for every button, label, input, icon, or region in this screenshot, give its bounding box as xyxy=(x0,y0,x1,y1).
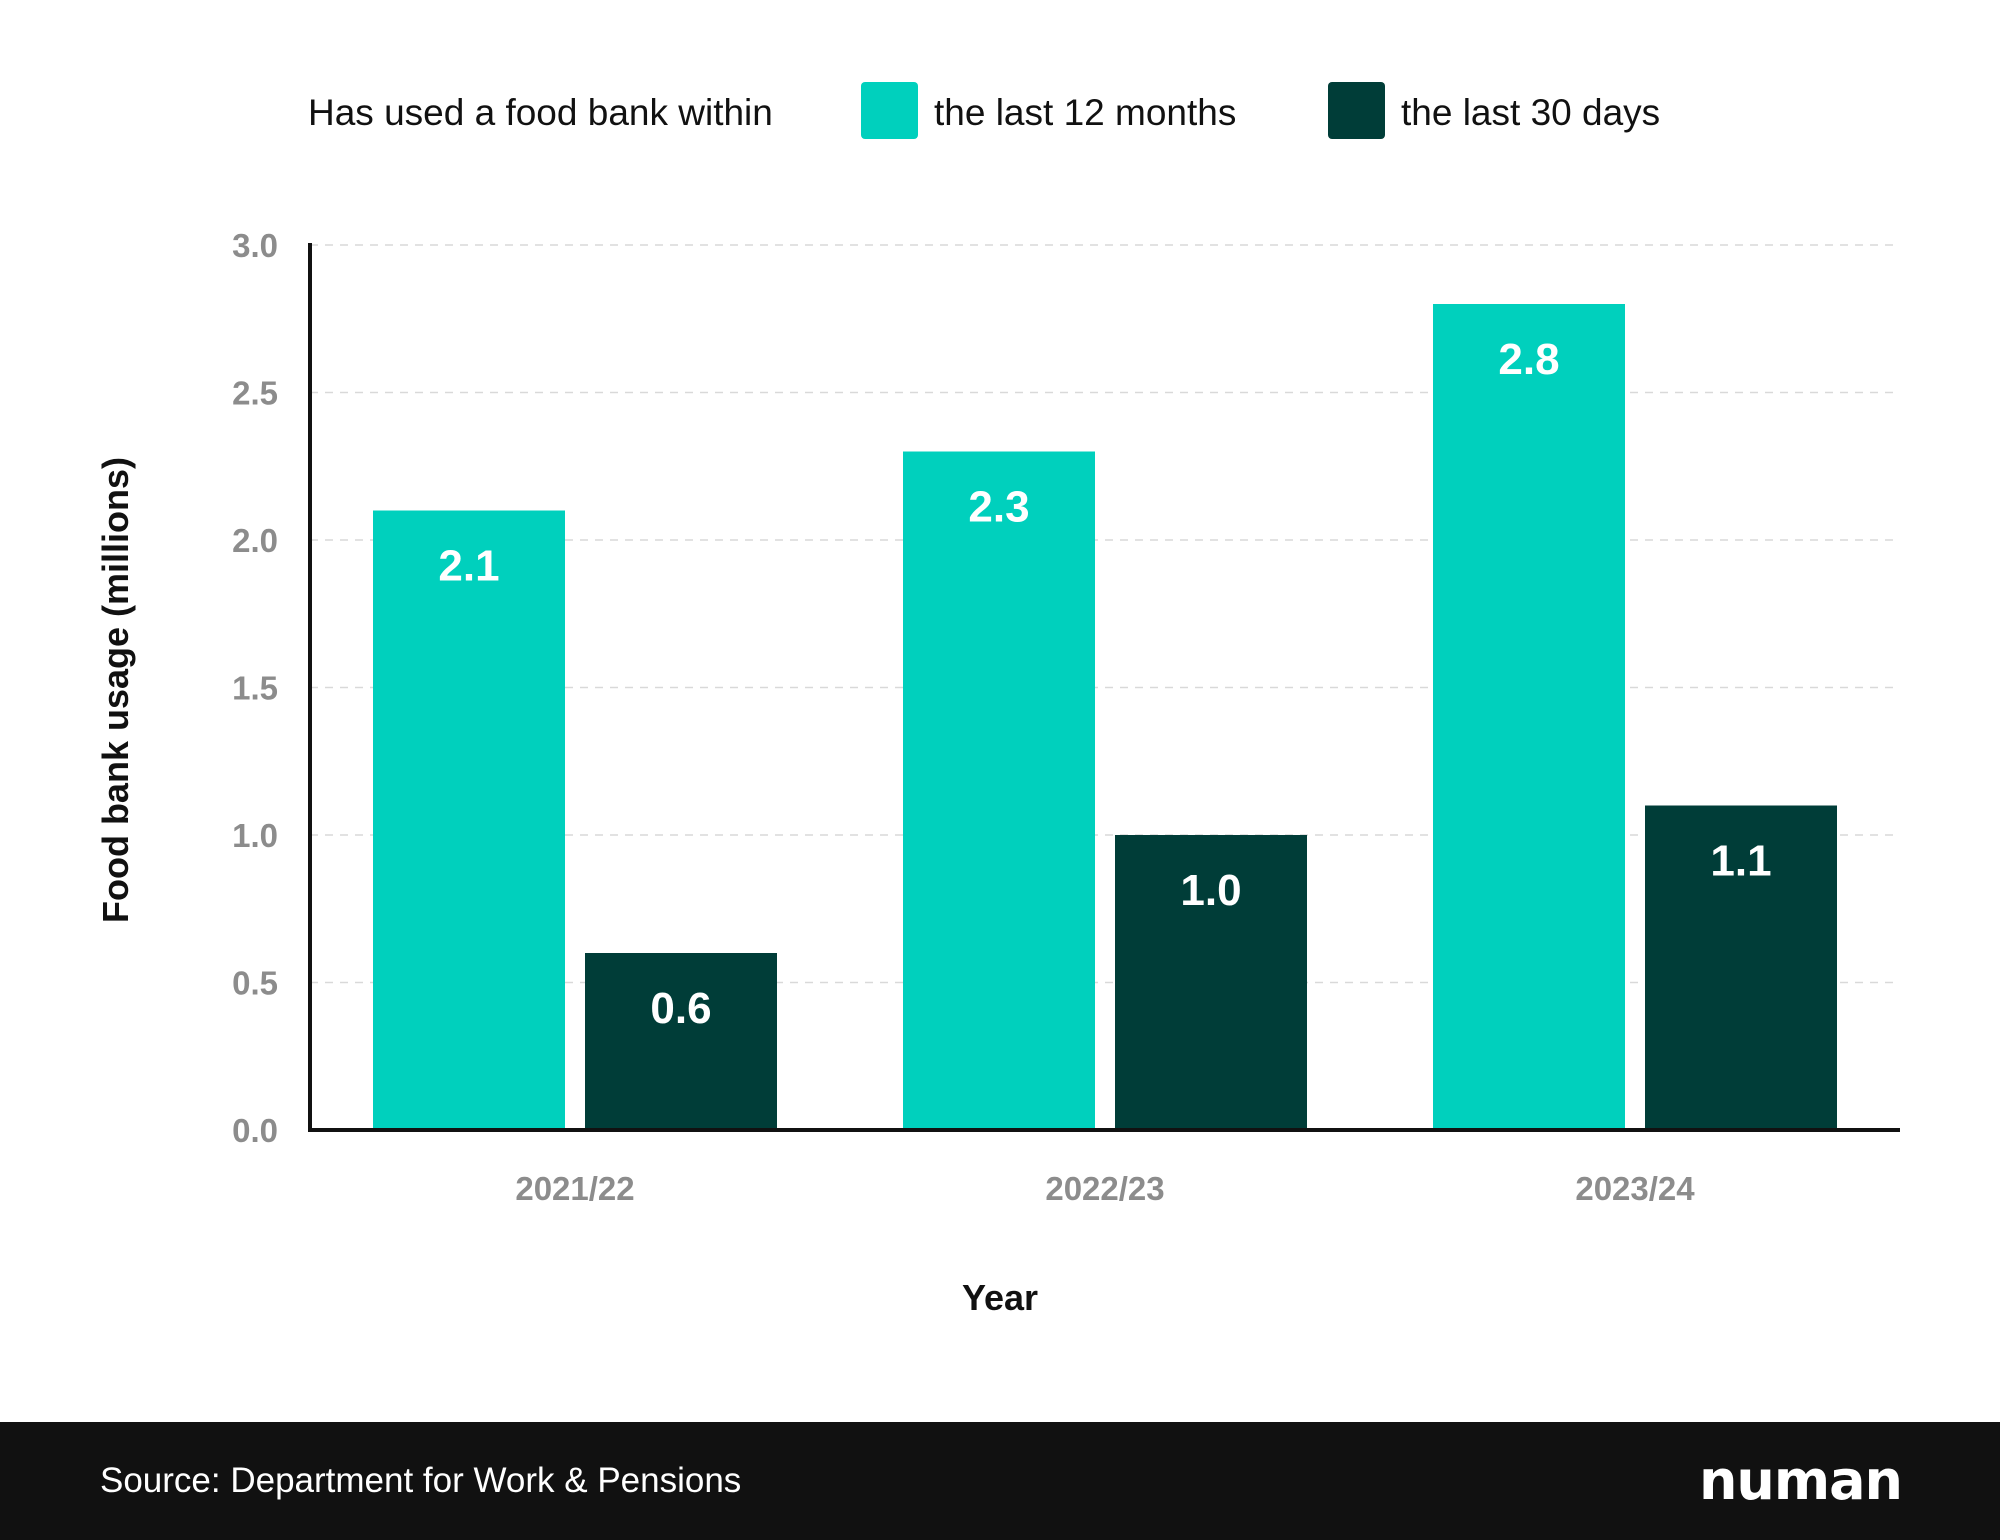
footer-bar: Source: Department for Work & Pensions n… xyxy=(0,1422,2000,1540)
legend-swatch xyxy=(1328,82,1385,139)
y-tick-label: 1.0 xyxy=(232,817,278,854)
bar xyxy=(1433,304,1625,1130)
bar xyxy=(373,510,565,1130)
legend-swatch xyxy=(861,82,918,139)
y-tick-label: 0.0 xyxy=(232,1112,278,1149)
source-note: Source: Department for Work & Pensions xyxy=(100,1461,742,1500)
y-tick-label: 2.5 xyxy=(232,375,278,412)
bar xyxy=(1645,805,1837,1130)
bar-chart: 0.0 0.5 1.0 1.5 2.0 2.5 3.0 2.1 0.6 2021/22 2.3 1.0… xyxy=(95,82,1900,1318)
x-tick-label: 2023/24 xyxy=(1575,1170,1695,1207)
legend-title: Has used a food bank within xyxy=(308,92,773,133)
bar-value-label: 1.1 xyxy=(1710,837,1771,886)
y-tick-label: 3.0 xyxy=(232,227,278,264)
bar-value-label: 2.1 xyxy=(438,542,499,591)
y-tick-label: 2.0 xyxy=(232,522,278,559)
bar-value-label: 2.3 xyxy=(968,483,1029,532)
bar-value-label: 0.6 xyxy=(650,984,711,1033)
y-tick-label: 0.5 xyxy=(232,965,278,1002)
x-tick-label: 2021/22 xyxy=(515,1170,634,1207)
bar xyxy=(585,953,777,1130)
legend-label: the last 30 days xyxy=(1401,92,1660,133)
legend-label: the last 12 months xyxy=(934,92,1236,133)
x-axis-title: Year xyxy=(962,1277,1038,1318)
y-tick-label: 1.5 xyxy=(232,670,278,707)
y-axis-title: Food bank usage (millions) xyxy=(95,457,136,923)
brand-logo: numan xyxy=(1698,1449,1903,1512)
bar-value-label: 1.0 xyxy=(1180,866,1241,915)
x-tick-label: 2022/23 xyxy=(1045,1170,1164,1207)
bar xyxy=(903,451,1095,1130)
bar xyxy=(1115,835,1307,1130)
bar-value-label: 2.8 xyxy=(1498,335,1559,384)
